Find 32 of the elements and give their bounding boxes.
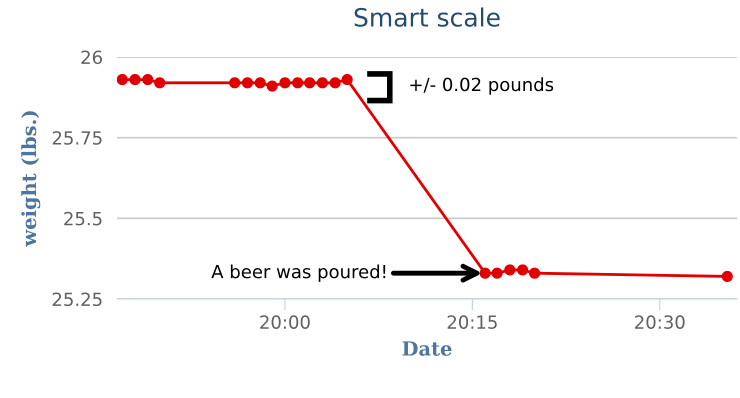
y-tick-label: 26 xyxy=(81,50,102,64)
point xyxy=(117,74,128,86)
x-axis-title: Date xyxy=(402,341,452,356)
point xyxy=(292,77,304,88)
y-tick-label: 25.5 xyxy=(64,212,102,226)
point xyxy=(517,264,528,276)
y-tick-label: 25.25 xyxy=(52,292,102,306)
y-axis-title: weight (lbs.) xyxy=(21,111,40,247)
point xyxy=(330,77,341,88)
point xyxy=(229,77,240,88)
point xyxy=(722,270,733,282)
x-tick-label: 20:15 xyxy=(448,315,497,329)
point xyxy=(492,268,503,279)
y-tick-label: 25.75 xyxy=(52,131,102,145)
point xyxy=(279,77,290,88)
point xyxy=(304,77,316,88)
annotation: +/- 0.02 pounds xyxy=(410,77,554,95)
point xyxy=(504,264,516,276)
point xyxy=(154,77,166,88)
point xyxy=(316,77,328,88)
point xyxy=(342,74,353,86)
chart-title: Smart scale xyxy=(354,7,500,27)
x-tick-label: 20:30 xyxy=(635,315,685,329)
point xyxy=(480,268,491,279)
point xyxy=(254,77,266,88)
point xyxy=(129,74,141,86)
point xyxy=(266,80,278,92)
point xyxy=(142,74,154,86)
point xyxy=(529,268,540,279)
annotation: A beer was poured! xyxy=(211,264,386,282)
point xyxy=(242,77,254,88)
x-tick-label: 20:00 xyxy=(260,315,310,329)
